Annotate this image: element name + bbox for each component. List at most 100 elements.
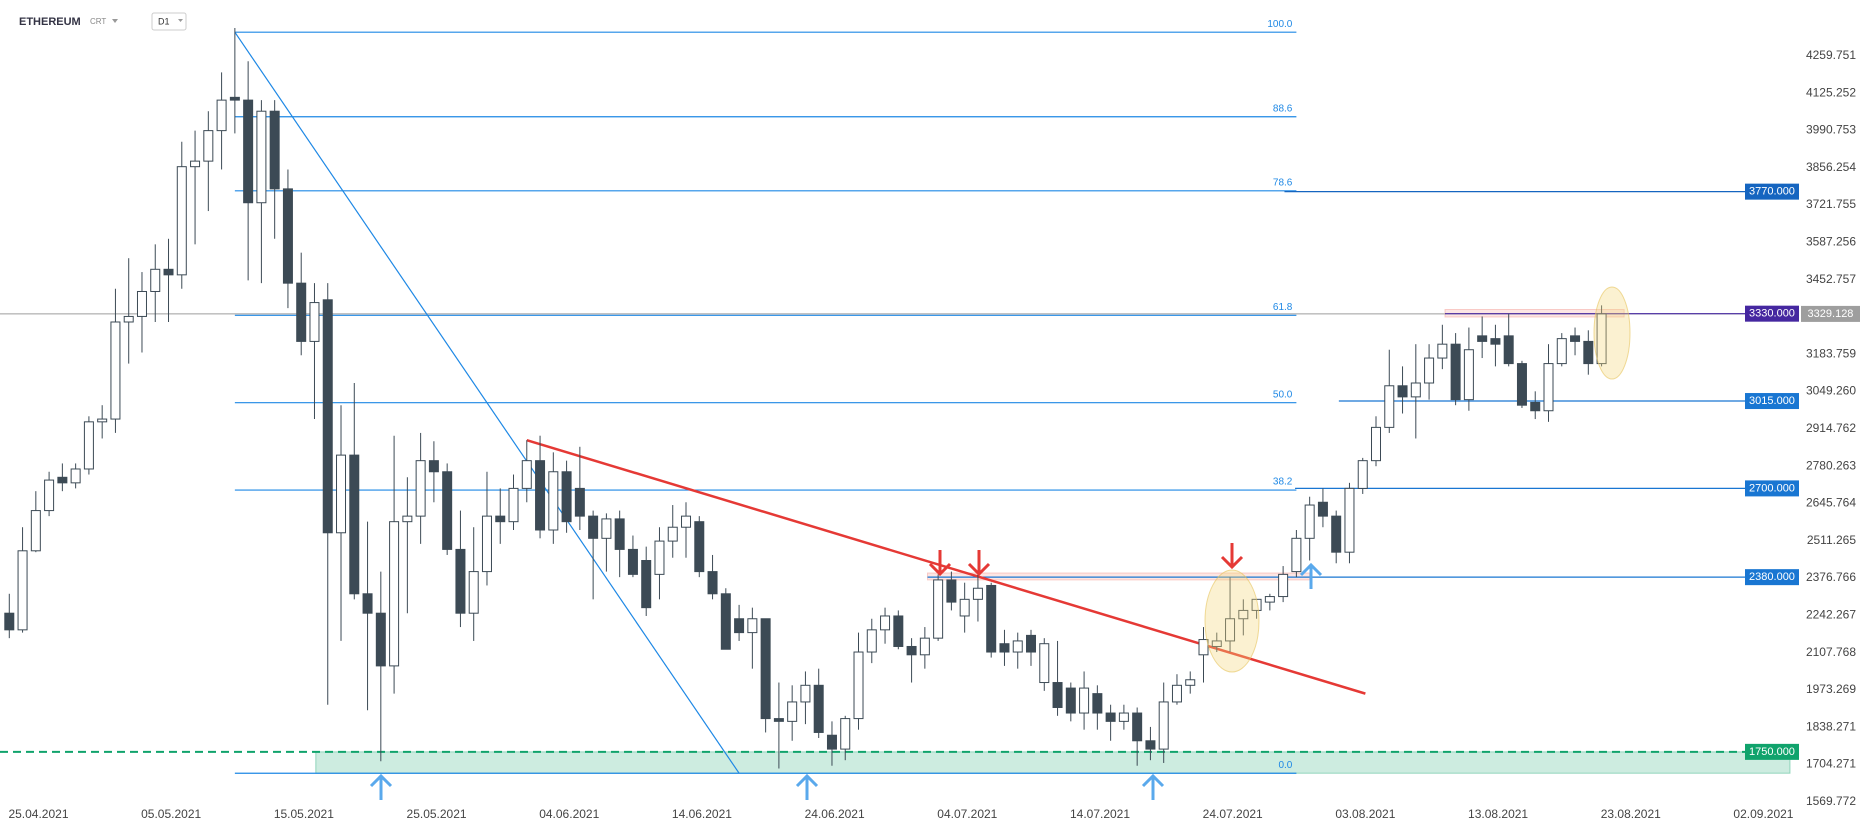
candle-body [1171,684,1182,703]
candle-body [1039,643,1050,684]
candle-body [1065,687,1076,714]
price-tag [1745,305,1799,322]
fib-label: 0.0 [1278,760,1292,771]
candle-body [933,579,944,639]
candle-body [787,701,798,722]
candle-body [601,518,612,539]
candle-body [508,487,519,523]
x-tick-label: 04.07.2021 [937,807,997,821]
x-tick-label: 24.07.2021 [1203,807,1263,821]
y-tick-label: 3856.254 [1806,160,1856,174]
candle-body [1331,515,1342,553]
y-tick-label: 2107.768 [1806,645,1856,659]
candle-body [826,734,837,750]
down-arrow [1220,543,1244,570]
candle-body [455,548,466,614]
candle-body [243,99,254,204]
axes: 4259.751 4125.252 3990.753 3856.254 3721.755… [8,48,1860,821]
x-tick-label: 25.04.2021 [8,807,68,821]
candle-body [1450,343,1461,401]
trendline [234,31,740,774]
y-tick-label: 1704.271 [1806,757,1856,771]
x-tick-label: 03.08.2021 [1335,807,1395,821]
candle-body [1198,639,1209,656]
y-tick-label: 1838.271 [1806,720,1856,734]
candle-body [1132,712,1143,742]
candle-body [853,651,864,720]
candle-body [1583,340,1594,365]
candle-body [136,290,147,317]
price-tag-label: 2700.000 [1749,482,1795,494]
up-arrows [369,562,1323,800]
candle-body [17,550,28,631]
header: ETHEREUM CRT D1 [19,12,187,31]
candle-body [1052,682,1063,708]
candle-body [880,615,891,631]
candle-body [322,299,333,534]
symbol: ETHEREUM [19,16,81,28]
candle-body [1026,634,1037,653]
candle-body [1092,693,1103,714]
candle-body [70,468,81,484]
price-tag [1745,393,1799,410]
candle-body [468,571,479,614]
price-tag [1801,305,1860,322]
price-tag [1745,480,1799,497]
price-tag-label: 1750.000 [1749,746,1795,758]
candle-body [1384,385,1395,428]
candle-body [813,684,824,733]
candle-body [1304,504,1315,539]
candle-body [866,629,877,653]
dropdown-icon[interactable] [112,19,118,23]
candle-body [1556,338,1567,365]
down-arrow [967,550,991,577]
x-tick-label: 13.08.2021 [1468,807,1528,821]
x-tick-label: 23.08.2021 [1601,807,1661,821]
dropdown-icon[interactable] [178,19,183,22]
candle-body [256,110,267,204]
candle-body [1437,343,1448,359]
y-tick-label: 3049.260 [1806,384,1856,398]
candle-body [203,130,214,162]
x-tick-label: 15.05.2021 [274,807,334,821]
candle-body [1490,338,1501,345]
x-tick-label: 02.09.2021 [1733,807,1793,821]
candle-body [336,454,347,534]
price-tag [1745,183,1799,200]
fib-label: 78.6 [1273,177,1293,188]
candle-body [44,479,55,512]
candle-body [800,684,811,703]
candle-body [1463,349,1474,401]
y-tick-label: 4259.751 [1806,48,1856,62]
candle-body [627,548,638,575]
candle-body [216,99,227,132]
candle-body [999,643,1010,653]
interval-box[interactable] [151,12,187,31]
candle-body [986,584,997,653]
candle-body [309,302,320,342]
market[interactable]: CRT [90,17,106,26]
candle-body [747,618,758,634]
candle-body [919,637,930,656]
y-tick-label: 2914.762 [1806,421,1856,435]
candle-body [667,526,678,542]
candle-body [190,160,201,168]
candle-body [1410,382,1421,398]
candle-body [720,593,731,650]
plot: 100.0 88.6 78.6 61.8 50.0 38.2 0.0 [0,19,1791,774]
fib-label: 100.0 [1267,19,1292,30]
candle-body [707,571,718,595]
candle-body [1079,687,1090,714]
candle-body [641,560,652,609]
candle-body [57,476,68,484]
y-tick-label: 2780.263 [1806,458,1856,472]
interval[interactable]: D1 [158,16,170,26]
candle-body [1371,426,1382,462]
candle-body [415,460,426,517]
y-tick-label: 2376.766 [1806,570,1856,584]
x-tick-label: 14.06.2021 [672,807,732,821]
candle-body [428,460,439,473]
y-tick-label: 3587.256 [1806,234,1856,248]
fib-label: 50.0 [1273,389,1293,400]
price-tag [1745,569,1799,586]
